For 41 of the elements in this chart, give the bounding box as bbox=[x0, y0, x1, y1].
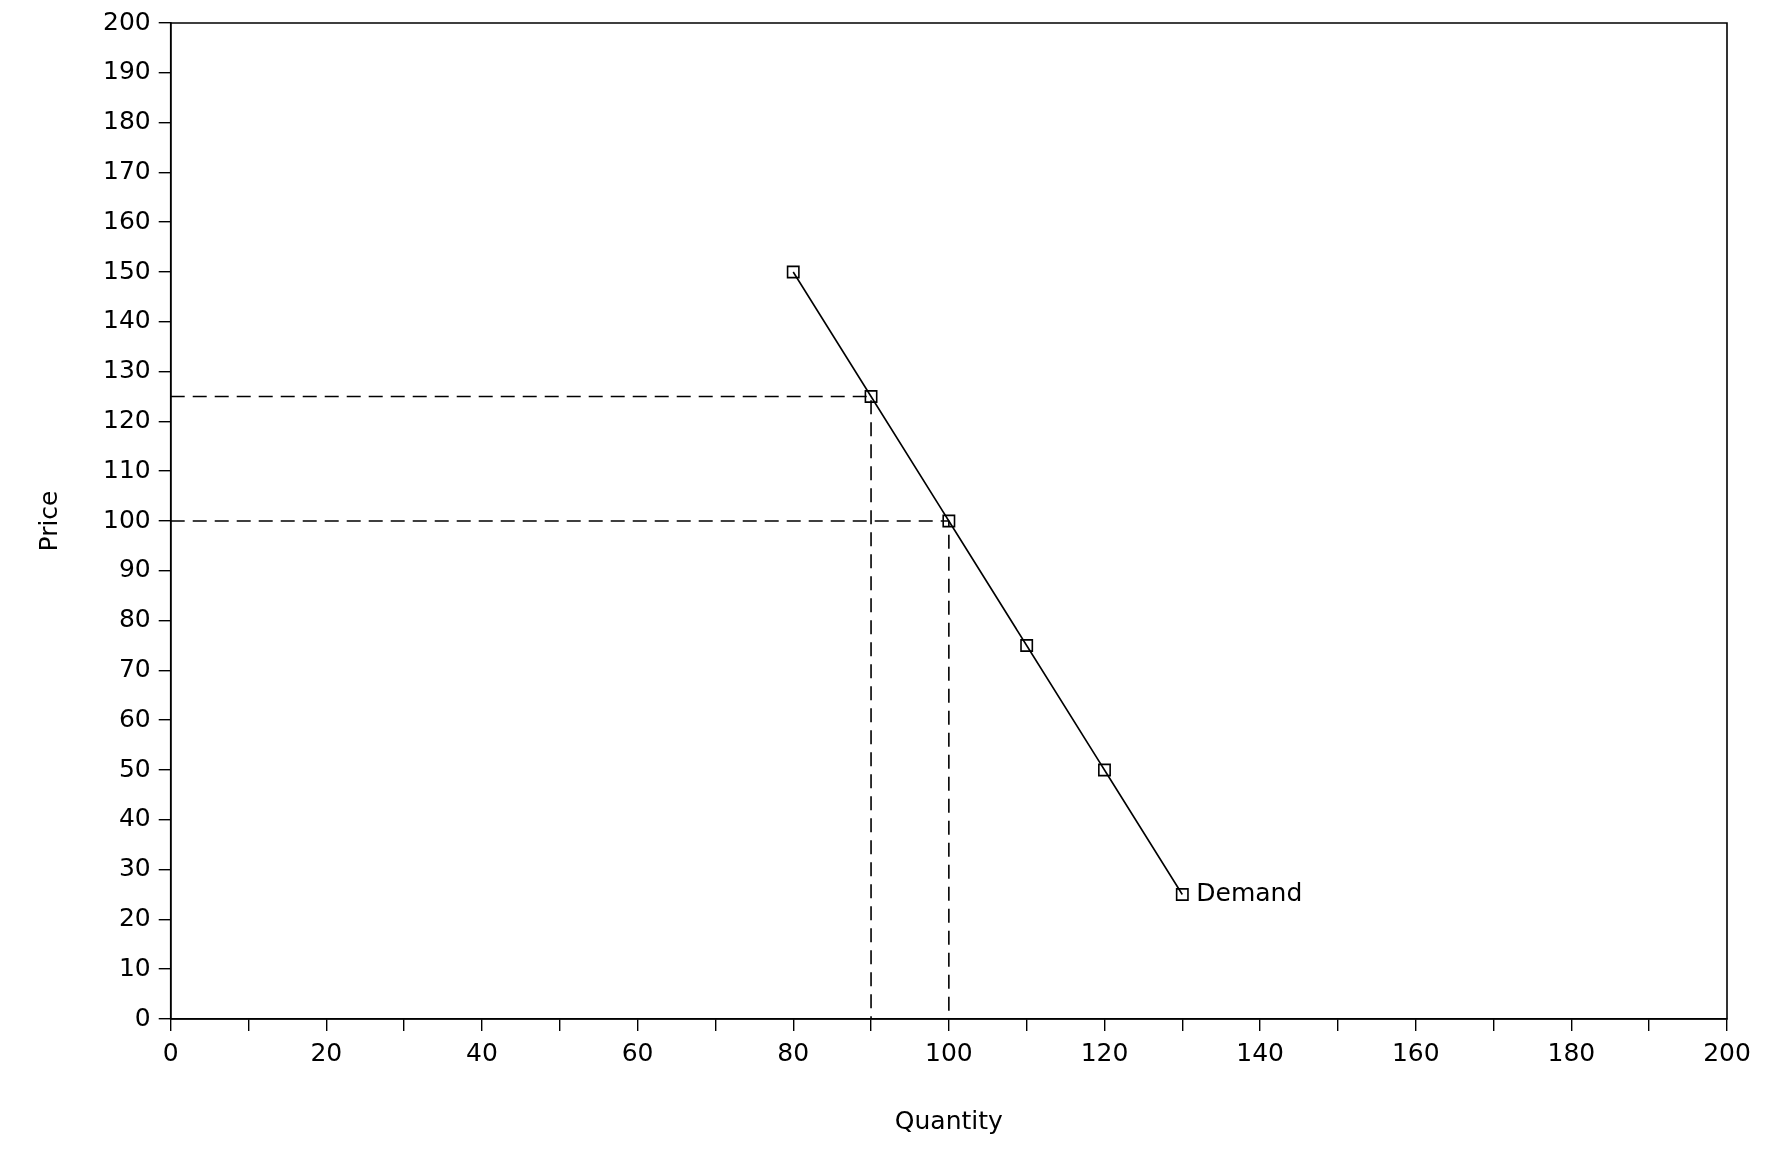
point bbox=[864, 390, 878, 403]
y-tick-label: 30 bbox=[118, 853, 151, 883]
y-tick-label: 150 bbox=[103, 255, 151, 285]
y-tick-label: 20 bbox=[118, 902, 151, 932]
y-tick-label: 0 bbox=[134, 1002, 151, 1032]
x-tick-label: 120 bbox=[1080, 1037, 1129, 1067]
point bbox=[1020, 639, 1034, 652]
y-tick-label: 60 bbox=[118, 703, 151, 733]
x-tick-label: 0 bbox=[162, 1037, 179, 1067]
y-tick-label: 170 bbox=[103, 155, 151, 185]
x-tick-label: 200 bbox=[1703, 1037, 1751, 1067]
y-tick-label: 40 bbox=[118, 803, 151, 833]
point bbox=[1098, 763, 1111, 777]
y-tick-label: 100 bbox=[103, 504, 151, 534]
y-tick-label: 140 bbox=[103, 305, 151, 335]
point bbox=[1175, 888, 1189, 901]
x-tick-label: 140 bbox=[1236, 1037, 1284, 1067]
x-axis-title: Quantity bbox=[894, 1105, 1004, 1135]
x-tick-label: 180 bbox=[1547, 1037, 1596, 1067]
series-label: Demand bbox=[1196, 878, 1303, 907]
y-tick-label: 180 bbox=[103, 106, 151, 136]
x-tick-label: 160 bbox=[1391, 1037, 1440, 1067]
y-tick-label: 50 bbox=[118, 753, 151, 783]
x-tick-label: 60 bbox=[621, 1037, 654, 1067]
y-tick-label: 90 bbox=[118, 554, 151, 584]
y-tick-label: 10 bbox=[118, 952, 151, 982]
point bbox=[786, 265, 800, 279]
point bbox=[942, 514, 956, 528]
y-tick-label: 80 bbox=[118, 604, 151, 634]
y-tick-label: 200 bbox=[103, 6, 151, 36]
x-tick-label: 80 bbox=[777, 1037, 810, 1067]
y-tick-label: 120 bbox=[103, 404, 151, 434]
y-tick-label: 160 bbox=[103, 205, 151, 235]
x-tick-label: 40 bbox=[466, 1037, 498, 1067]
y-tick-label: 110 bbox=[103, 454, 151, 484]
y-tick-label: 70 bbox=[118, 653, 151, 683]
y-tick-label: 130 bbox=[103, 355, 151, 385]
y-axis-title: Price bbox=[33, 490, 63, 552]
y-tick-label: 190 bbox=[103, 56, 151, 86]
x-tick-label: 20 bbox=[310, 1037, 343, 1067]
x-tick-label: 100 bbox=[925, 1037, 973, 1067]
